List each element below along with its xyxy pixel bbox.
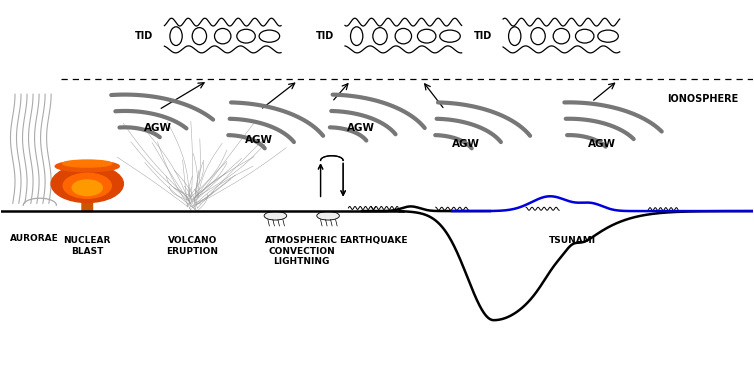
Text: AGW: AGW — [587, 139, 616, 149]
Circle shape — [72, 180, 103, 196]
Text: AGW: AGW — [144, 123, 172, 133]
Text: TID: TID — [135, 31, 153, 41]
FancyBboxPatch shape — [82, 185, 93, 212]
Circle shape — [63, 173, 112, 198]
Text: AGW: AGW — [452, 139, 480, 149]
Ellipse shape — [264, 212, 287, 220]
Text: TID: TID — [474, 31, 492, 41]
Ellipse shape — [317, 212, 339, 220]
Text: EARTHQUAKE: EARTHQUAKE — [339, 237, 407, 246]
Text: AURORAE: AURORAE — [11, 235, 59, 244]
Text: ATMOSPHERIC
CONVECTION
LIGHTNING: ATMOSPHERIC CONVECTION LIGHTNING — [265, 237, 339, 266]
Text: TSUNAMI: TSUNAMI — [549, 237, 596, 246]
Text: AGW: AGW — [245, 135, 273, 145]
Text: TID: TID — [315, 31, 334, 41]
Text: AGW: AGW — [347, 123, 375, 133]
Ellipse shape — [55, 161, 119, 172]
Text: NUCLEAR
BLAST: NUCLEAR BLAST — [63, 237, 111, 256]
Circle shape — [51, 165, 124, 203]
Text: VOLCANO
ERUPTION: VOLCANO ERUPTION — [167, 237, 219, 256]
Ellipse shape — [63, 160, 112, 167]
Text: IONOSPHERE: IONOSPHERE — [667, 94, 738, 104]
